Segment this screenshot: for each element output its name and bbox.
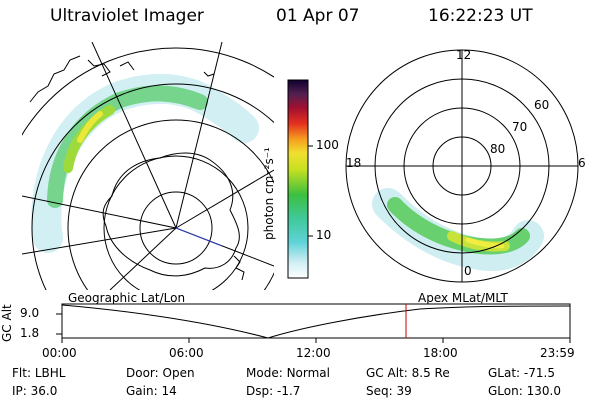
info-mode: Mode: Normal [246, 366, 330, 380]
info-door: Door: Open [126, 366, 195, 380]
info-ip: IP: 36.0 [12, 384, 58, 398]
timeline-ylabel: GC Alt [0, 304, 14, 342]
info-seq: Seq: 39 [366, 384, 412, 398]
mlt-label-12: 12 [456, 48, 472, 62]
xtick-4: 23:59 [540, 346, 575, 360]
geo-panel-label: Geographic Lat/Lon [68, 291, 186, 305]
info-glat: GLat: -71.5 [488, 366, 555, 380]
xtick-1: 06:00 [169, 346, 204, 360]
xtick-0: 00:00 [42, 346, 77, 360]
info-glon: GLon: 130.0 [488, 384, 561, 398]
colorbar-tick-10: 10 [316, 228, 332, 242]
mlt-label-6: 6 [578, 156, 586, 170]
info-gain: Gain: 14 [126, 384, 177, 398]
xtick-3: 18:00 [423, 346, 458, 360]
xtick-2: 12:00 [296, 346, 331, 360]
coastline [102, 152, 240, 277]
app-title: Ultraviolet Imager [50, 6, 204, 26]
colorbar [287, 79, 309, 279]
lat-label-80: 80 [490, 142, 506, 156]
mlt-label-18: 18 [346, 156, 362, 170]
colorbar-tick-100: 100 [316, 138, 339, 152]
ytick-top: 9.0 [20, 306, 40, 320]
timeline-plot [61, 303, 571, 339]
info-gc-alt: GC Alt: 8.5 Re [366, 366, 450, 380]
mag-panel-label: Apex MLat/MLT [418, 291, 508, 305]
ytick-bottom: 1.8 [20, 326, 40, 340]
date-label: 01 Apr 07 [276, 6, 360, 26]
lat-label-70: 70 [512, 120, 528, 134]
info-flt: Flt: LBHL [12, 366, 66, 380]
altitude-curve [61, 304, 571, 339]
lat-label-60: 60 [534, 98, 550, 112]
mlt-label-0: 0 [464, 264, 472, 278]
time-label: 16:22:23 UT [428, 6, 533, 26]
geographic-map [22, 42, 274, 290]
magnetic-map [345, 49, 579, 283]
colorbar-unit: photon cm⁻²s⁻¹ [262, 147, 276, 240]
info-dsp: Dsp: -1.7 [246, 384, 301, 398]
